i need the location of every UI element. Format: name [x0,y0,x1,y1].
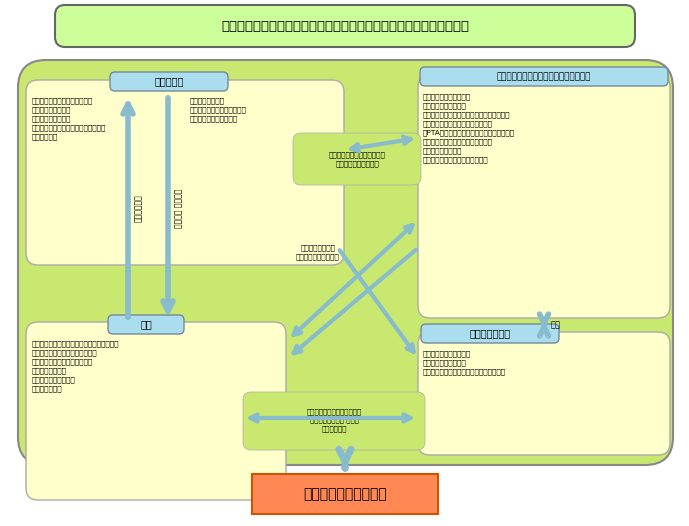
Text: ・教員研修の充実
・地域住民などに向けた広報
・学校外の取組との連携: ・教員研修の充実 ・地域住民などに向けた広報 ・学校外の取組との連携 [190,97,247,122]
Text: 連携: 連携 [551,320,561,329]
Text: 指導助言 情報提供: 指導助言 情報提供 [174,188,183,228]
FancyBboxPatch shape [243,392,425,450]
Text: ・教育委員会内部での共通理解
・プログラムづくり
・関係部局との調整
・実施状況の把握と改善に向けた指導
　方針の策定: ・教育委員会内部での共通理解 ・プログラムづくり ・関係部局との調整 ・実施状況… [32,97,106,140]
Text: 地域団体（社会教育関係団体等）や家庭: 地域団体（社会教育関係団体等）や家庭 [497,72,591,81]
FancyBboxPatch shape [110,72,228,91]
Text: 教育委員会: 教育委員会 [154,76,184,86]
Text: 学校: 学校 [140,319,152,329]
Text: 警察等関係機関: 警察等関係機関 [469,329,511,339]
FancyBboxPatch shape [55,5,635,47]
FancyBboxPatch shape [26,80,344,265]
FancyBboxPatch shape [421,324,559,343]
Text: 実施状況報告: 実施状況報告 [134,194,143,222]
FancyBboxPatch shape [293,133,421,185]
Text: 指針や協定の策定
学校内外を通じた連携: 指針や協定の策定 学校内外を通じた連携 [296,244,340,260]
Text: 地域ぐるみで児童生徒の健全
育成を図る気運の醸成: 地域ぐるみで児童生徒の健全 育成を図る気運の醸成 [329,151,385,167]
FancyBboxPatch shape [418,75,670,318]
Bar [252,474,438,514]
FancyBboxPatch shape [18,60,673,465]
FancyBboxPatch shape [26,322,286,500]
Text: 非行防止教室等の実施における学校と関係機関等との役割分担（例）: 非行防止教室等の実施における学校と関係機関等との役割分担（例） [221,19,469,33]
FancyBboxPatch shape [108,315,184,334]
Text: ・学校教育に取り入れる際のねらいの明確化
・学校内における指導体制づくり
・教育課程への適切な位置付け
・成果の情報提供
・学校訪問や授業参観
・学校評議員会: ・学校教育に取り入れる際のねらいの明確化 ・学校内における指導体制づくり ・教育… [32,340,119,392]
FancyBboxPatch shape [420,67,668,86]
FancyBboxPatch shape [418,332,670,455]
Text: ・専門的知識の普及促進
・講師派遣体制の確保
・各学校が所在する地域の非行情勢の把握: ・専門的知識の普及促進 ・講師派遣体制の確保 ・各学校が所在する地域の非行情勢の… [423,350,506,375]
Text: 日ごろからの連携（学習者）
やサポートチーム スクー
ルサポーター: 日ごろからの連携（学習者） やサポートチーム スクー ルサポーター [307,408,362,432]
Text: ・専門的知識の普及促進
・講師派遣体制の確保
・各学校が所在する地域の非行防止・犯罪被
　害防止にかかる取組の状況の把握
・PTAや親父の会など保護者が自ら取り: ・専門的知識の普及促進 ・講師派遣体制の確保 ・各学校が所在する地域の非行防止・… [423,93,515,164]
Text: 非行防止教室等の実施: 非行防止教室等の実施 [303,487,387,501]
